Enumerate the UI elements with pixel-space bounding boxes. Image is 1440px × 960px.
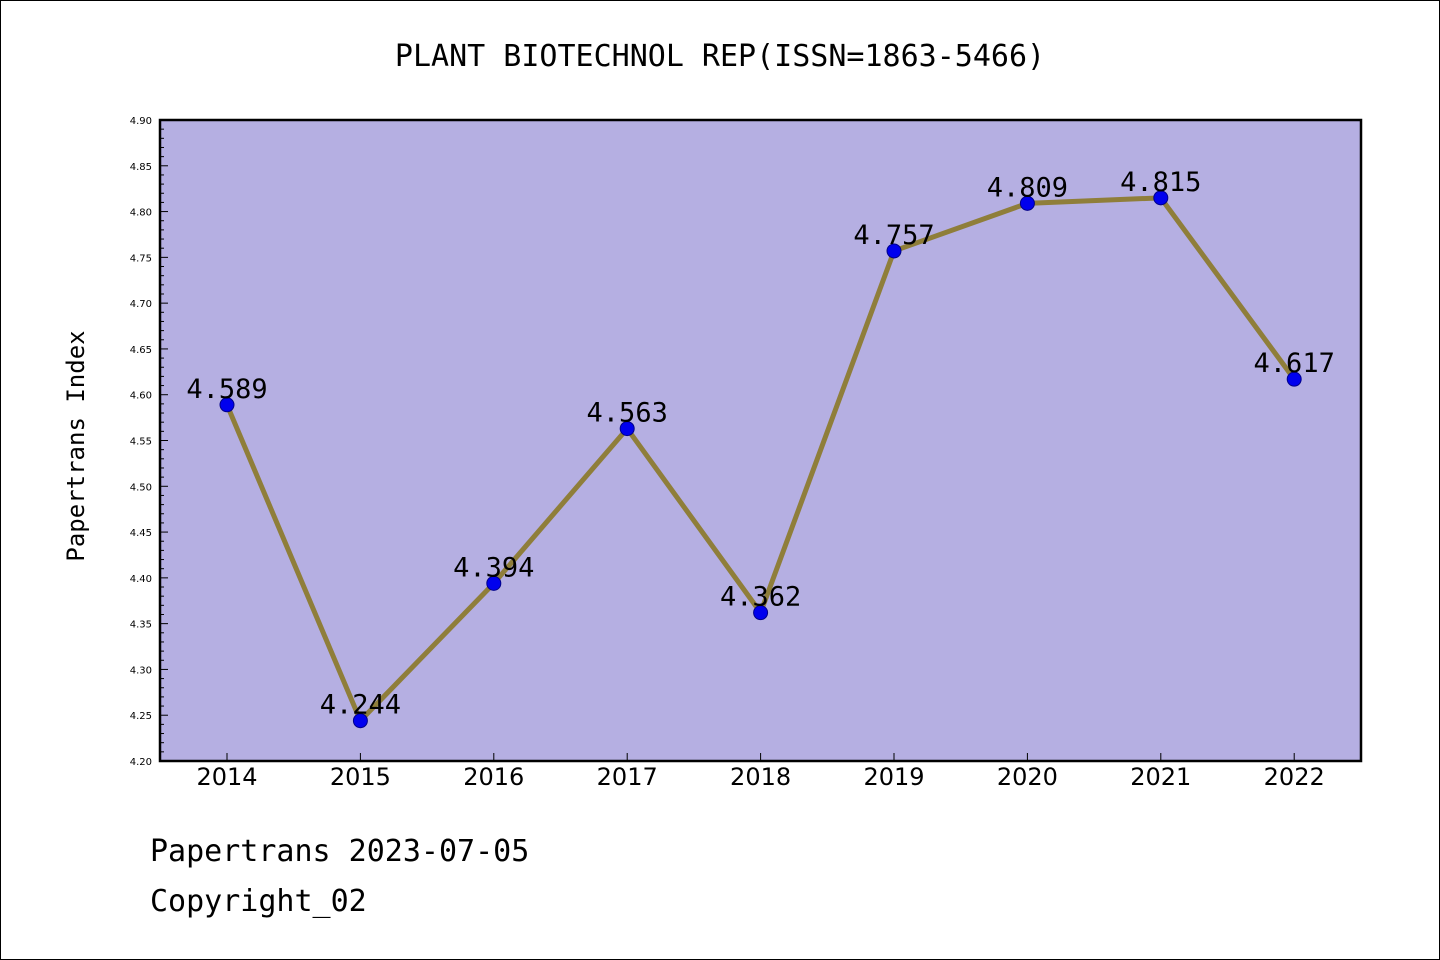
x-axis: 2014 2015 2016 2017 2018 2019 2020 2021 2022 <box>196 753 1325 791</box>
y-tick-label: 4.80 <box>130 208 152 219</box>
data-point <box>219 397 235 413</box>
x-tick-label: 2021 <box>1130 763 1191 791</box>
y-tick-label: 4.40 <box>130 574 152 585</box>
data-label: 4.362 <box>720 582 801 613</box>
data-label: 4.809 <box>987 172 1068 203</box>
y-tick-label: 4.50 <box>130 482 152 493</box>
footer-copyright: Copyright_02 <box>150 884 367 919</box>
data-point <box>753 605 769 621</box>
data-point <box>1286 371 1302 387</box>
data-label: 4.394 <box>453 552 534 583</box>
y-tick-label: 4.60 <box>130 391 152 402</box>
data-label: 4.563 <box>587 398 668 429</box>
data-point <box>1019 195 1035 211</box>
y-axis-label: Papertrans Index <box>62 330 90 561</box>
x-tick-label: 2014 <box>196 763 257 791</box>
data-label: 4.617 <box>1254 348 1335 379</box>
y-tick-label: 4.25 <box>130 711 152 722</box>
chart-title: PLANT BIOTECHNOL REP(ISSN=1863-5466) <box>395 39 1045 74</box>
x-tick-label: 2019 <box>863 763 924 791</box>
data-point <box>486 575 502 591</box>
y-tick-label: 4.70 <box>130 299 152 310</box>
data-point <box>352 713 368 729</box>
x-tick-label: 2020 <box>997 763 1058 791</box>
y-tick-label: 4.75 <box>130 253 152 264</box>
y-tick-label: 4.30 <box>130 665 152 676</box>
x-tick-label: 2016 <box>463 763 524 791</box>
data-label: 4.244 <box>320 690 401 721</box>
x-tick-label: 2017 <box>597 763 658 791</box>
data-point <box>886 243 902 259</box>
data-labels: 4.589 4.244 4.394 4.563 4.362 4.757 4.809 4.815… <box>186 167 1334 721</box>
y-tick-label: 4.35 <box>130 620 152 631</box>
data-label: 4.757 <box>853 220 934 251</box>
series-line <box>219 190 1302 729</box>
y-tick-label: 4.85 <box>130 162 152 173</box>
y-axis: 4.20 4.25 4.30 4.35 4.40 4.45 4.50 4.55 4.60 4.65… <box>130 116 168 768</box>
data-point <box>1153 190 1169 206</box>
y-tick-label: 4.20 <box>130 757 152 768</box>
footer-date: Papertrans 2023-07-05 <box>150 834 530 869</box>
x-tick-label: 2018 <box>730 763 791 791</box>
data-label: 4.815 <box>1120 167 1201 198</box>
plot-area <box>158 118 1363 763</box>
x-tick-label: 2015 <box>330 763 391 791</box>
y-tick-label: 4.90 <box>130 116 152 127</box>
data-label: 4.589 <box>186 374 267 405</box>
data-point <box>619 421 635 437</box>
x-tick-label: 2022 <box>1264 763 1325 791</box>
y-tick-label: 4.65 <box>130 345 152 356</box>
y-tick-label: 4.55 <box>130 437 152 448</box>
y-tick-label: 4.45 <box>130 528 152 539</box>
